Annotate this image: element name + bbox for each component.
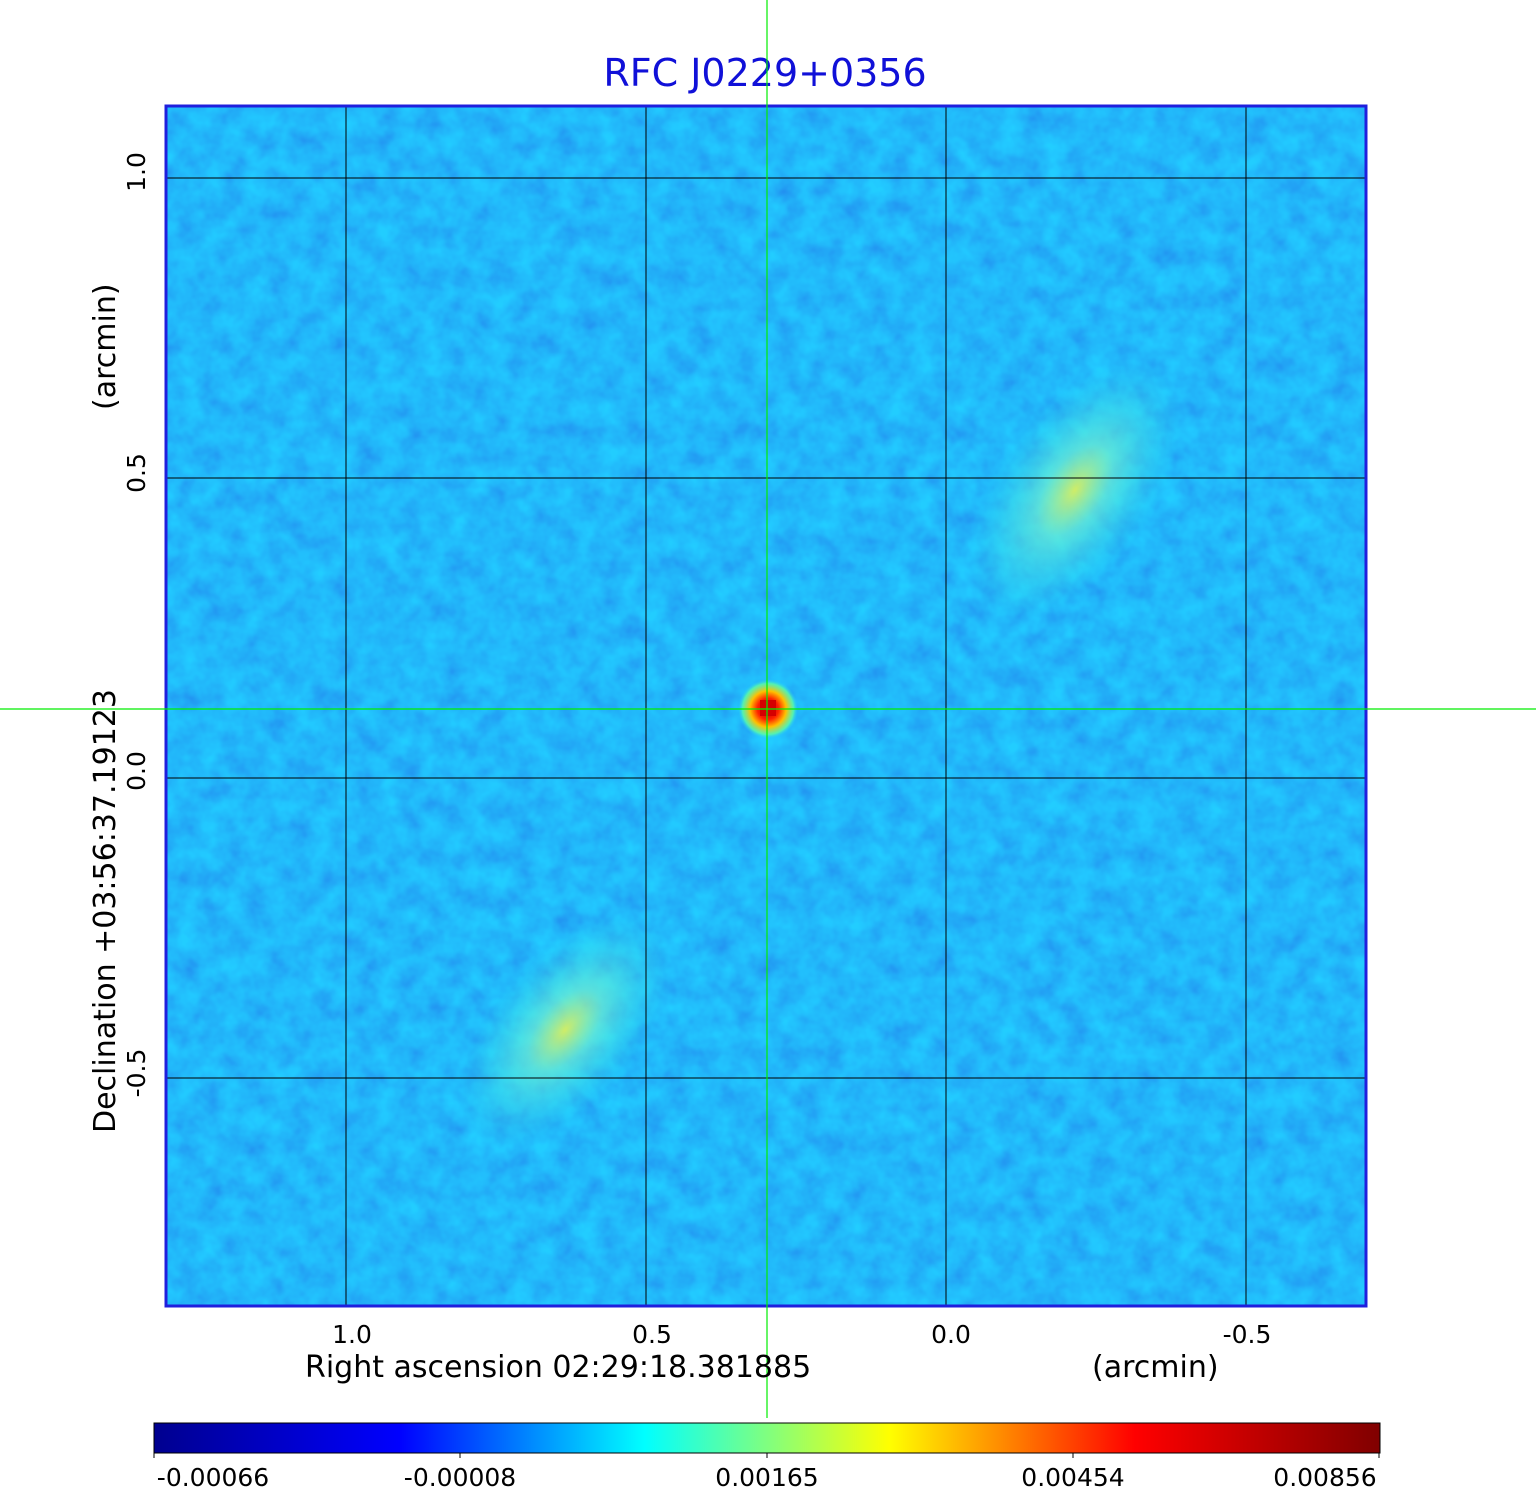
- colorbar-tick-label: 0.00165: [715, 1463, 818, 1492]
- colorbar-tick-label: 0.00856: [1273, 1463, 1376, 1492]
- y-tick-label: 0.5: [122, 453, 151, 493]
- colorbar-tick-label: -0.00066: [157, 1463, 269, 1492]
- y-axis-label: Declination +03:56:37.19123: [88, 689, 123, 1133]
- coordinate-grid: [166, 106, 1366, 1306]
- y-tick-label: 0.0: [122, 751, 151, 791]
- central-peak-pixel: [760, 700, 776, 716]
- colorbar: [153, 1422, 1381, 1454]
- x-tick-label: 0.5: [632, 1320, 672, 1349]
- x-axis-unit: (arcmin): [1092, 1350, 1219, 1385]
- x-axis-label: Right ascension 02:29:18.381885: [305, 1350, 811, 1385]
- x-tick-label: -0.5: [1223, 1320, 1272, 1349]
- y-axis-ticks: 1.0 0.5 0.0 -0.5: [122, 152, 151, 1097]
- colorbar-ticks: -0.00066 -0.00008 0.00165 0.00454 0.0085…: [153, 1453, 1380, 1492]
- x-axis-ticks: 1.0 0.5 0.0 -0.5: [332, 1320, 1271, 1349]
- diffuse-emission-lower-left: [458, 912, 672, 1148]
- image-panel: [166, 106, 1366, 1306]
- x-tick-label: 0.0: [931, 1320, 971, 1349]
- y-axis-unit: (arcmin): [88, 283, 123, 410]
- diffuse-emission-upper-right: [966, 358, 1184, 622]
- y-tick-label: -0.5: [122, 1049, 151, 1098]
- figure-title: RFC J0229+0356: [603, 51, 926, 95]
- image-frame: [164, 104, 1368, 1308]
- colorbar-tick-label: -0.00008: [404, 1463, 516, 1492]
- colorbar-tick-label: 0.00454: [1021, 1463, 1124, 1492]
- x-tick-label: 1.0: [332, 1320, 372, 1349]
- crosshair: [0, 0, 1536, 1418]
- y-tick-label: 1.0: [122, 152, 151, 192]
